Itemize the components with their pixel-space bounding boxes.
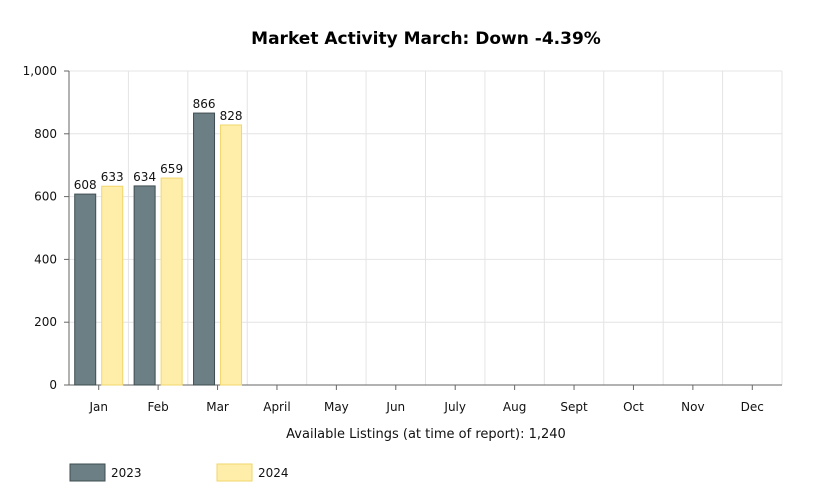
legend-swatch-2023 [69, 463, 106, 482]
data-label: 608 [74, 178, 97, 192]
x-axis-label: Available Listings (at time of report): … [286, 427, 566, 442]
legend-label: 2023 [111, 466, 142, 480]
x-tick-label: April [263, 400, 290, 414]
x-tick-label: Mar [206, 400, 229, 414]
data-label: 659 [160, 162, 183, 176]
data-label: 633 [101, 170, 124, 184]
y-tick-label: 400 [34, 252, 57, 266]
x-tick-label: July [443, 400, 466, 414]
data-label: 634 [133, 170, 156, 184]
axes: 0 200 400 600 800 1,000 Jan Feb Mar April May Jun Ju… [23, 64, 782, 414]
bar-2024-Mar [220, 124, 243, 386]
y-tick-label: 600 [34, 190, 57, 204]
legend-label: 2024 [258, 466, 289, 480]
legend-swatch-2024 [216, 463, 253, 482]
y-tick-label: 200 [34, 315, 57, 329]
x-tick-label: Dec [741, 400, 764, 414]
y-tick-label: 800 [34, 127, 57, 141]
x-tick-label: Nov [681, 400, 704, 414]
bar-2023-Mar [193, 112, 216, 386]
x-tick-label: May [324, 400, 349, 414]
legend: 2023 2024 [69, 463, 289, 482]
chart-title: Market Activity March: Down -4.39% [251, 29, 601, 49]
y-tick-label: 0 [49, 378, 57, 392]
x-tick-label: Sept [560, 400, 588, 414]
x-tick-label: Oct [623, 400, 644, 414]
data-label: 866 [193, 97, 216, 111]
bar-2024-Jan [101, 185, 124, 386]
x-tick-label: Aug [503, 400, 526, 414]
data-labels: 608 633 634 659 866 828 [74, 97, 243, 192]
bar-2023-Jan [74, 193, 97, 386]
y-tick-label: 1,000 [23, 64, 57, 78]
bar-2023-Feb [133, 185, 156, 386]
bars [74, 112, 243, 386]
x-tick-label: Feb [148, 400, 169, 414]
grid-lines [69, 70, 783, 385]
bar-2024-Feb [160, 177, 183, 386]
x-tick-label: Jan [88, 400, 108, 414]
data-label: 828 [220, 109, 243, 123]
x-tick-label: Jun [385, 400, 405, 414]
